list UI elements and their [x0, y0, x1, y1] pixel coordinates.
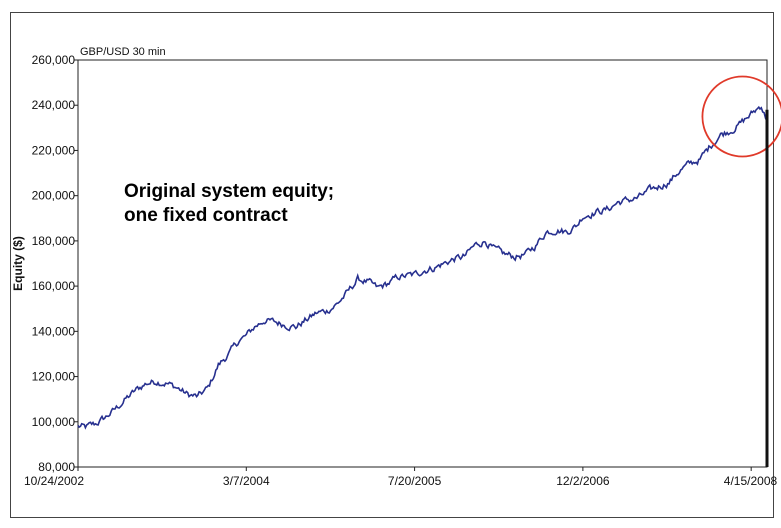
y-tick-label: 180,000 [32, 234, 76, 248]
y-tick-label: 80,000 [38, 460, 75, 474]
highlight-circle [701, 75, 781, 158]
y-tick-label: 220,000 [32, 143, 76, 157]
y-tick-label: 200,000 [32, 189, 76, 203]
y-tick-label: 160,000 [32, 279, 76, 293]
plot-area [77, 59, 768, 468]
x-axis: 10/24/2002 3/7/2004 7/20/2005 12/2/2006 4/15… [24, 467, 778, 488]
x-tick-label: 10/24/2002 [24, 474, 84, 488]
x-tick-label: 7/20/2005 [388, 474, 442, 488]
y-tick-label: 100,000 [32, 415, 76, 429]
y-tick-label: 240,000 [32, 98, 76, 112]
x-tick-label: 12/2/2006 [556, 474, 610, 488]
x-tick-label: 3/7/2004 [223, 474, 270, 488]
annotation-line-2: one fixed contract [124, 205, 288, 226]
y-axis: 80,000 100,000 120,000 140,000 160,000 180,00… [32, 53, 78, 474]
equity-series-line [77, 105, 768, 430]
chart-title: GBP/USD 30 min [80, 46, 166, 58]
x-tick-label: 4/15/2008 [724, 474, 778, 488]
annotation-line-1: Original system equity; [124, 181, 334, 202]
y-tick-label: 260,000 [32, 53, 76, 67]
y-tick-label: 140,000 [32, 324, 76, 338]
y-tick-label: 120,000 [32, 370, 76, 384]
chart-frame [10, 12, 774, 518]
y-axis-label: Equity ($) [11, 236, 25, 291]
